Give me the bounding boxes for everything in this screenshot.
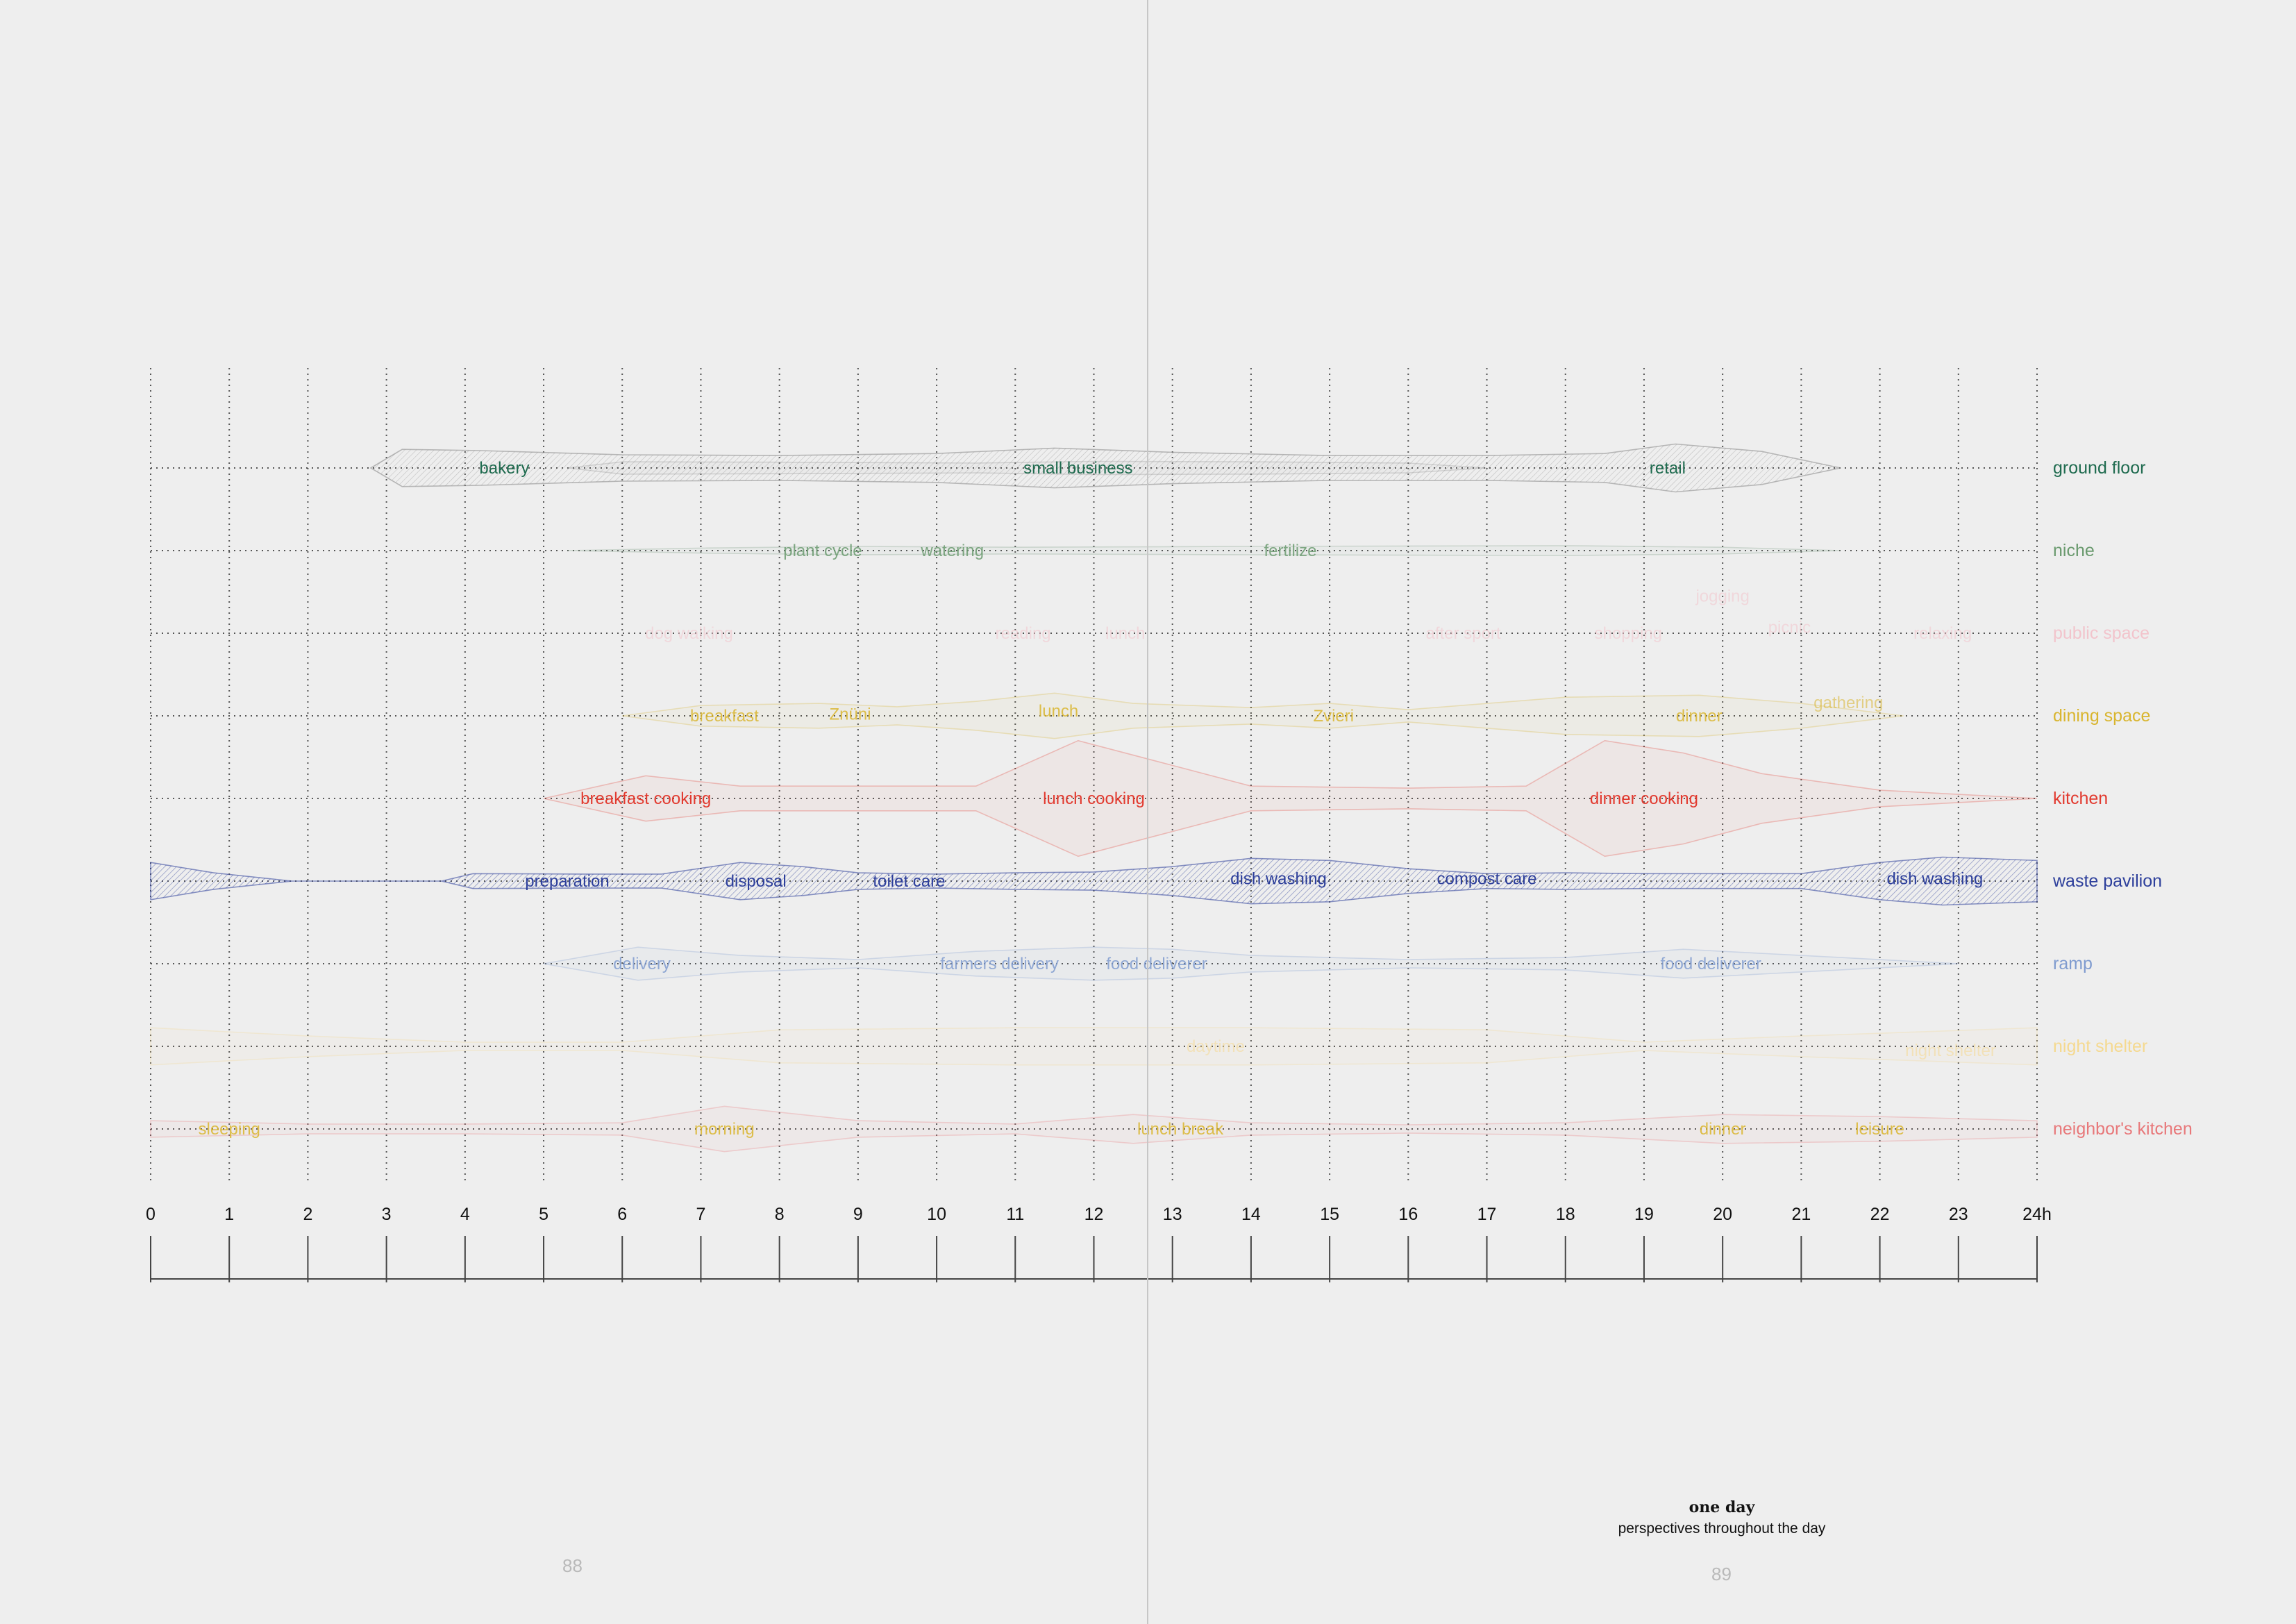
activity-label: sleeping [199, 1120, 260, 1139]
activity-label: preparation [525, 872, 609, 891]
activity-label: picnic [1768, 619, 1811, 637]
left-page-number: 88 [562, 1555, 583, 1576]
activity-label: lunch cooking [1043, 789, 1145, 808]
row-label: ground floor [2053, 458, 2145, 478]
x-tick-label: 18 [1556, 1205, 1575, 1224]
activity-label: compost care [1437, 869, 1537, 888]
activity-label: Znüni [830, 705, 871, 724]
activity-label: dinner [1676, 707, 1723, 726]
activity-label: dish washing [1886, 869, 1983, 888]
x-tick-label: 21 [1791, 1205, 1811, 1224]
x-tick-label: 22 [1870, 1205, 1890, 1224]
activity-band [543, 739, 2038, 857]
x-tick-label: 16 [1398, 1205, 1418, 1224]
row-label: niche [2053, 541, 2095, 560]
activity-label: shopping [1595, 624, 1662, 643]
row-label: night shelter [2053, 1037, 2147, 1056]
caption: one day perspectives throughout the day [1583, 1498, 1861, 1537]
activity-label: night shelter [1905, 1041, 1996, 1060]
activity-label: leisure [1855, 1120, 1904, 1139]
activity-label: daytime [1187, 1037, 1245, 1056]
x-tick-label: 12 [1084, 1205, 1104, 1224]
activity-band [369, 443, 1841, 493]
activity-label: watering [920, 542, 984, 560]
activity-label: gathering [1813, 694, 1883, 712]
x-tick-label: 9 [853, 1205, 863, 1224]
activity-label: lunch [1039, 702, 1078, 721]
activity-label: lunch [1105, 624, 1145, 643]
activity-label: delivery [613, 955, 671, 973]
row-label: kitchen [2053, 789, 2108, 808]
x-tick-label: 2 [303, 1205, 312, 1224]
x-tick-label: 4 [460, 1205, 470, 1224]
activity-band [150, 1105, 2038, 1153]
x-tick-label: 8 [775, 1205, 785, 1224]
activity-label: dinner [1700, 1120, 1746, 1139]
activity-label: after sport [1426, 624, 1501, 643]
activity-label: food deliverer [1106, 955, 1207, 973]
row-label: public space [2053, 623, 2150, 643]
row-label: waste pavilion [2052, 871, 2162, 891]
band-layer [150, 443, 2038, 1153]
activity-label: toilet care [873, 872, 945, 891]
activity-label: Zvieri [1313, 707, 1354, 726]
activity-label: plant cycle [783, 542, 862, 560]
activity-band [567, 545, 1841, 556]
activity-label: dinner cooking [1590, 789, 1698, 808]
activity-label: food deliverer [1660, 955, 1761, 973]
row-label: dining space [2053, 706, 2150, 726]
activity-label: reading [996, 624, 1051, 643]
activity-label: dog walking [645, 624, 733, 643]
activity-label: breakfast cooking [580, 789, 711, 808]
x-tick-label: 10 [927, 1205, 946, 1224]
activity-band [150, 1027, 2038, 1066]
page-gutter [1147, 0, 1148, 1624]
x-axis: 0 1 2 3 4 5 6 7 8 9 10 11 12 13 14 15 16 17 18 19 20 21 22 23 24… [146, 1205, 2052, 1282]
activity-label: bakery [479, 459, 529, 478]
x-tick-label: 19 [1634, 1205, 1654, 1224]
activity-band [622, 692, 1904, 739]
x-tick-label: 15 [1320, 1205, 1339, 1224]
x-tick-label: 0 [146, 1205, 156, 1224]
activity-band [543, 946, 1959, 981]
x-tick-label: 5 [539, 1205, 548, 1224]
x-tick-label: 13 [1163, 1205, 1182, 1224]
caption-subtitle: perspectives throughout the day [1618, 1521, 1826, 1537]
activity-band [150, 856, 2038, 906]
x-tick-label: 23 [1949, 1205, 1968, 1224]
label-layer: ground floor niche public space dining spac… [199, 458, 2193, 1139]
right-page-number: 89 [1711, 1564, 1732, 1584]
row-label: ramp [2053, 954, 2093, 973]
x-tick-label: 7 [696, 1205, 706, 1224]
activity-label: lunch break [1137, 1120, 1224, 1139]
caption-title: one day [1689, 1498, 1755, 1516]
activity-label: fertilize [1264, 542, 1317, 560]
activity-label: breakfast [690, 707, 759, 726]
x-tick-label: 6 [617, 1205, 627, 1224]
x-tick-label: 20 [1713, 1205, 1732, 1224]
activity-label: disposal [726, 872, 787, 891]
x-tick-label: 24h [2022, 1205, 2052, 1224]
x-tick-label: 11 [1006, 1205, 1024, 1224]
activity-label: jogging [1695, 587, 1749, 605]
activity-label: dish washing [1230, 869, 1327, 888]
x-tick-label: 1 [224, 1205, 234, 1224]
activity-label: farmers delivery [940, 955, 1059, 973]
row-label: neighbor's kitchen [2053, 1119, 2193, 1139]
x-tick-label: 17 [1477, 1205, 1497, 1224]
activity-label: relaxing [1913, 624, 1972, 643]
x-tick-label: 3 [382, 1205, 392, 1224]
activity-label: retail [1650, 459, 1686, 478]
x-tick-label: 14 [1241, 1205, 1261, 1224]
activity-label: small business [1023, 459, 1132, 478]
activity-label: morning [694, 1120, 755, 1139]
activity-band [567, 460, 1487, 476]
